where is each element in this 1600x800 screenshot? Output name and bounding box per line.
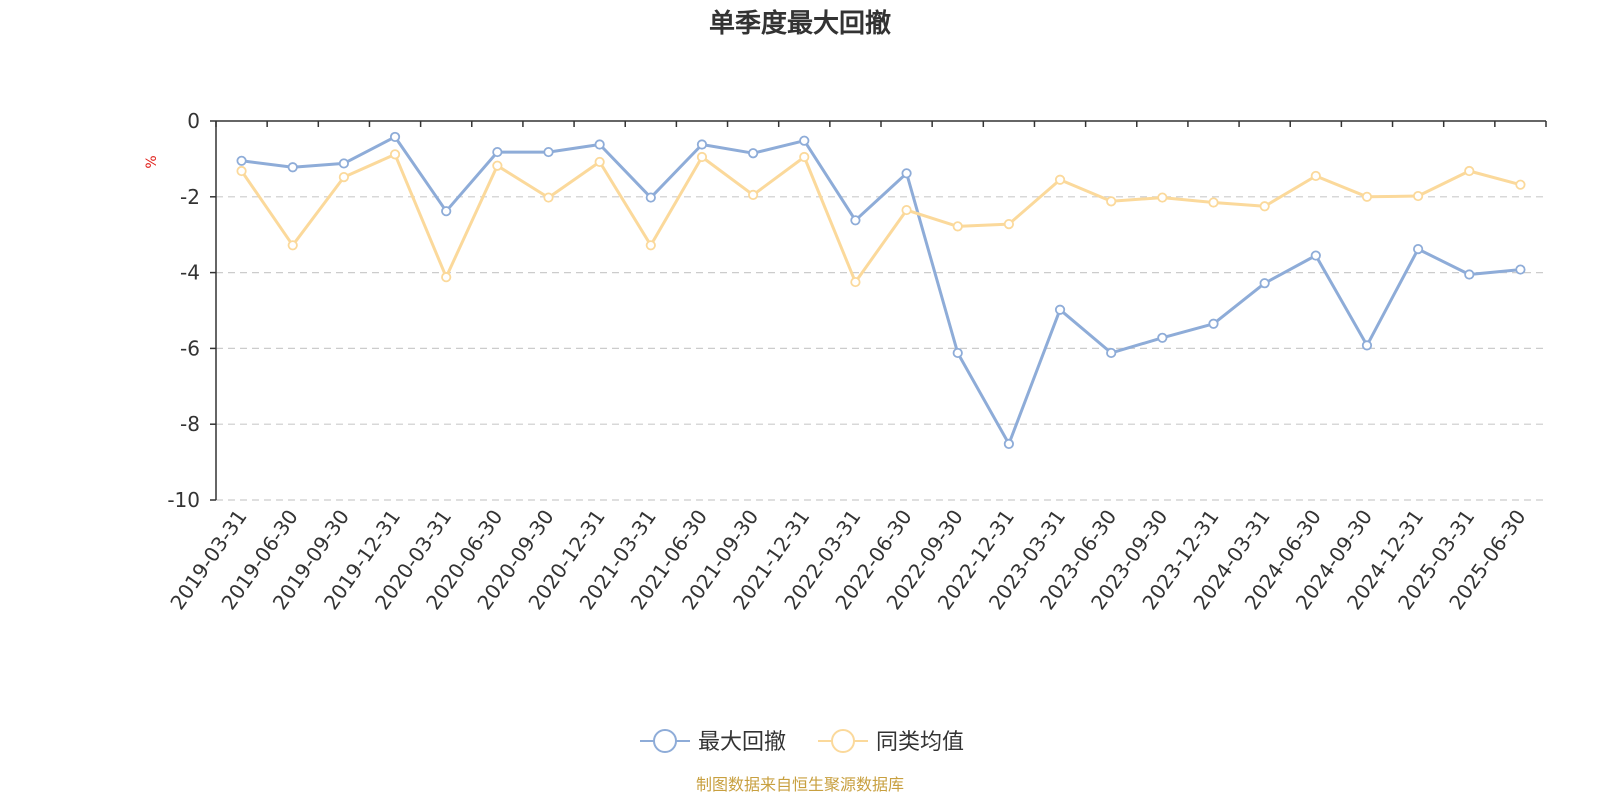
data-point: [1157, 192, 1168, 203]
data-point: [1054, 174, 1066, 185]
data-point: [594, 139, 605, 150]
data-point: [1361, 191, 1373, 202]
y-tick-label: -6: [180, 336, 200, 360]
y-tick-label: -2: [180, 185, 200, 209]
y-axis-unit-label: %: [144, 155, 160, 168]
series-max-drawdown: [236, 131, 1526, 450]
data-point: [1054, 304, 1066, 315]
data-point: [696, 151, 708, 163]
data-point: [1310, 170, 1321, 182]
data-point: [850, 276, 861, 288]
data-point: [389, 131, 401, 143]
data-point: [1157, 332, 1168, 343]
data-point: [748, 189, 759, 201]
data-point: [338, 158, 349, 169]
data-point: [543, 192, 554, 203]
data-point: [1259, 201, 1270, 212]
data-point: [1259, 278, 1270, 289]
data-point: [1464, 165, 1475, 177]
data-point: [696, 139, 708, 150]
data-point: [1413, 244, 1424, 255]
legend-label: 最大回撤: [698, 730, 786, 755]
data-point: [594, 156, 605, 168]
series-line: [240, 152, 1521, 284]
data-point: [645, 240, 656, 251]
data-point: [236, 155, 247, 166]
data-source-note: 制图数据来自恒生聚源数据库: [696, 775, 904, 794]
gridlines: [216, 196, 1546, 501]
data-point: [1515, 264, 1526, 275]
legend-label: 同类均值: [876, 730, 964, 755]
data-point: [441, 206, 452, 217]
data-point: [492, 146, 503, 158]
data-point: [287, 240, 298, 251]
series-line: [241, 135, 1521, 446]
data-point: [287, 162, 298, 173]
series-lines: [236, 131, 1526, 450]
legend[interactable]: 最大回撤 同类均值: [640, 729, 964, 755]
data-point: [1310, 250, 1321, 261]
data-point: [748, 148, 759, 159]
data-point: [1208, 197, 1219, 208]
data-point: [236, 165, 247, 177]
legend-item-max-drawdown[interactable]: 最大回撤: [640, 729, 786, 755]
data-point: [441, 272, 452, 283]
legend-swatch-marker: [653, 729, 677, 753]
data-point: [952, 347, 963, 359]
data-point: [952, 221, 963, 232]
data-point: [1208, 318, 1219, 329]
data-point: [492, 160, 503, 171]
data-point: [901, 204, 912, 216]
data-point: [389, 149, 401, 160]
y-tick-label: -4: [180, 261, 200, 285]
y-tick-label: 0: [187, 109, 200, 133]
series-peer-average: [236, 149, 1526, 288]
chart-title: 单季度最大回撤: [709, 8, 891, 39]
data-point: [850, 215, 861, 226]
data-point: [338, 171, 349, 183]
y-tick-label: -8: [180, 412, 200, 436]
data-point: [1413, 190, 1424, 202]
data-point: [799, 135, 810, 146]
data-point: [645, 192, 656, 203]
data-point: [799, 151, 810, 163]
data-point: [1361, 340, 1373, 351]
legend-swatch-marker: [831, 729, 855, 753]
data-point: [543, 146, 554, 158]
y-tick-label: -10: [167, 488, 200, 512]
data-point: [1003, 218, 1014, 230]
data-point: [1464, 269, 1475, 280]
legend-item-peer-average[interactable]: 同类均值: [818, 729, 964, 755]
data-point: [1106, 347, 1117, 359]
data-point: [1106, 196, 1117, 207]
data-point: [1515, 179, 1526, 190]
data-point: [1003, 438, 1014, 450]
data-point: [901, 168, 912, 179]
